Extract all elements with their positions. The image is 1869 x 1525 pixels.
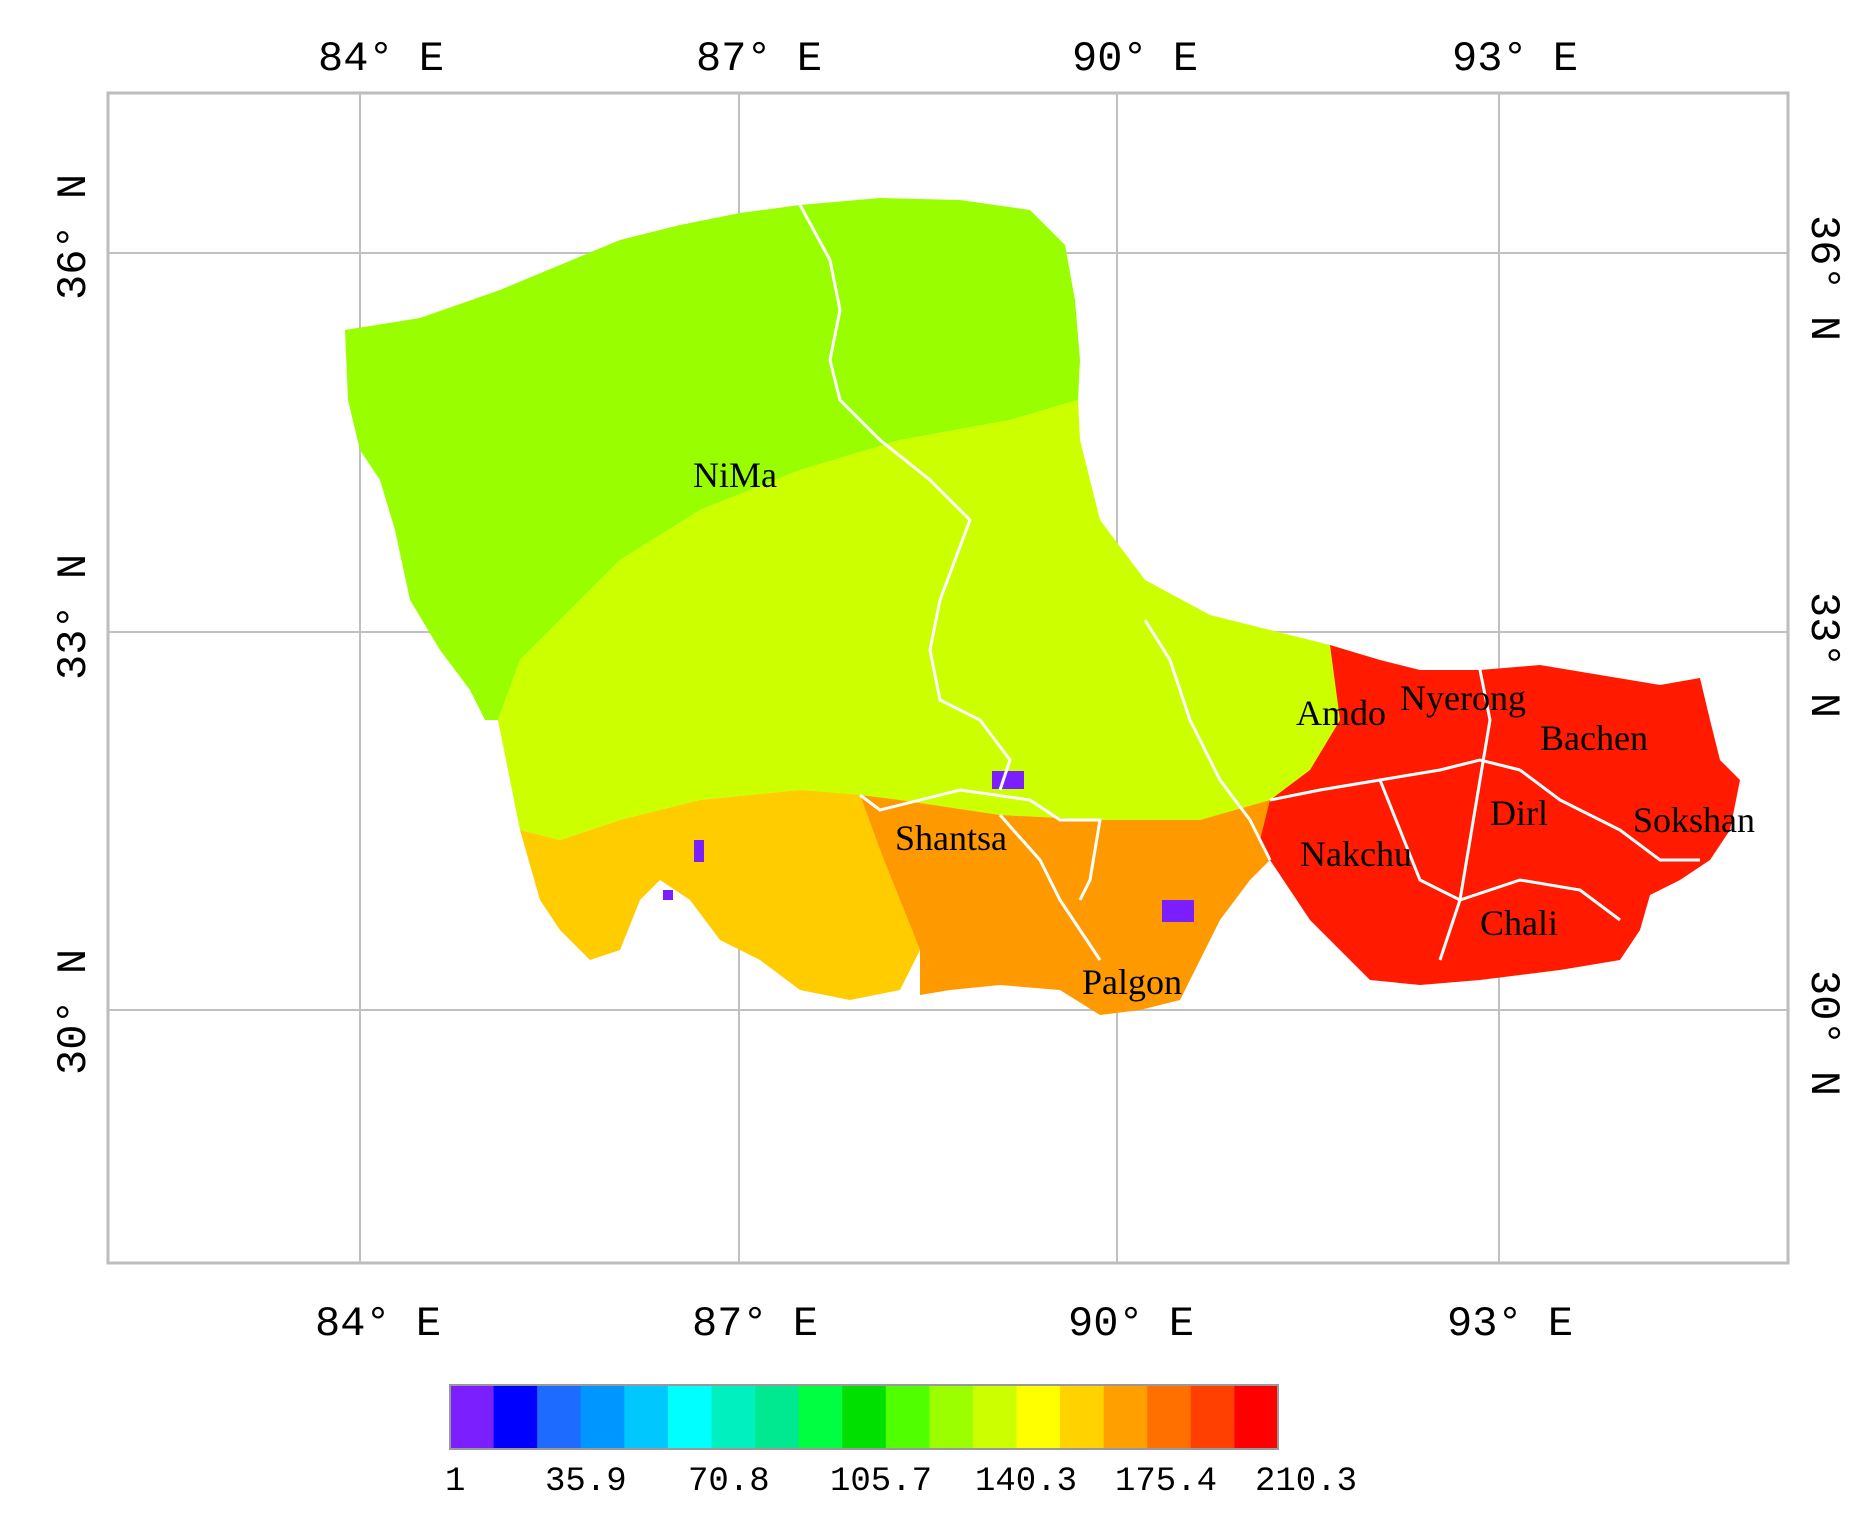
legend-tick-1: 35.9	[545, 1463, 627, 1501]
bottom-lon-90: 90° E	[1068, 1300, 1194, 1348]
legend-tick-2: 70.8	[688, 1463, 770, 1501]
right-lat-30: 30° N	[1799, 970, 1847, 1096]
place-nyerong: Nyerong	[1400, 678, 1526, 718]
legend-tick-6: 210.3	[1255, 1463, 1357, 1501]
legend-swatch	[1234, 1385, 1279, 1449]
bottom-lon-93: 93° E	[1447, 1300, 1573, 1348]
outlier-3	[663, 890, 673, 900]
bottom-lon-84: 84° E	[315, 1300, 441, 1348]
place-bachen: Bachen	[1540, 718, 1648, 758]
legend-swatch	[842, 1385, 887, 1449]
legend-swatch	[1147, 1385, 1192, 1449]
boundary-shantsa	[859, 788, 1102, 901]
legend-swatch	[624, 1385, 669, 1449]
legend-swatch	[493, 1385, 538, 1449]
place-dirl: Dirl	[1490, 793, 1548, 833]
legend-swatch	[798, 1385, 843, 1449]
legend-swatch	[755, 1385, 800, 1449]
left-lat-labels: 36° N 33° N 30° N	[50, 174, 98, 1075]
boundary-east-3	[1519, 768, 1700, 862]
right-lat-36: 36° N	[1799, 215, 1847, 341]
top-lon-93: 93° E	[1452, 35, 1578, 83]
place-sokshan: Sokshan	[1633, 800, 1755, 840]
left-lat-36: 36° N	[50, 174, 98, 300]
legend-swatch	[1190, 1385, 1236, 1449]
boundary-east-2	[1438, 669, 1492, 961]
top-lon-84: 84° E	[318, 35, 444, 83]
legend-swatch	[711, 1385, 756, 1449]
legend-swatch	[972, 1385, 1018, 1449]
boundary-amdo	[1143, 619, 1272, 861]
place-chali: Chali	[1480, 903, 1558, 943]
legend-swatch	[1016, 1385, 1061, 1449]
legend-tick-5: 175.4	[1115, 1463, 1217, 1501]
top-lon-90: 90° E	[1072, 35, 1198, 83]
legend-swatch	[929, 1385, 974, 1449]
legend-tick-labels: 1 35.9 70.8 105.7 140.3 175.4 210.3	[445, 1463, 1357, 1501]
place-nima: NiMa	[693, 455, 777, 495]
top-lon-87: 87° E	[696, 35, 822, 83]
right-lat-33: 33° N	[1799, 592, 1847, 718]
top-lon-labels: 84° E 87° E 90° E 93° E	[318, 35, 1578, 83]
outlier-4	[1162, 900, 1194, 922]
legend-tick-0: 1	[445, 1463, 465, 1501]
bottom-lon-87: 87° E	[692, 1300, 818, 1348]
legend-tick-4: 140.3	[975, 1463, 1077, 1501]
region-central	[498, 400, 1360, 840]
place-shantsa: Shantsa	[895, 818, 1007, 858]
place-nakchu: Nakchu	[1300, 834, 1412, 874]
legend-swatch	[667, 1385, 713, 1449]
place-palgon: Palgon	[1082, 962, 1182, 1002]
place-labels: NiMa Shantsa Amdo Nyerong Bachen Dirl So…	[693, 455, 1755, 1002]
legend-color-bar	[450, 1385, 1279, 1449]
legend-swatch	[1103, 1385, 1148, 1449]
legend-swatch	[580, 1385, 625, 1449]
legend-tick-3: 105.7	[830, 1463, 932, 1501]
legend-swatch	[1060, 1385, 1105, 1449]
legend-swatch	[885, 1385, 930, 1449]
region-raster	[345, 198, 1740, 1015]
left-lat-33: 33° N	[50, 554, 98, 680]
region-south	[860, 795, 1300, 1015]
region-north	[345, 198, 1080, 720]
boundary-palgon	[998, 814, 1102, 961]
left-lat-30: 30° N	[50, 949, 98, 1075]
region-southwest	[520, 790, 920, 1000]
color-legend: 1 35.9 70.8 105.7 140.3 175.4 210.3	[445, 1384, 1357, 1501]
legend-swatch	[537, 1385, 582, 1449]
place-amdo: Amdo	[1296, 693, 1386, 733]
outlier-1	[992, 771, 1024, 789]
region-east	[1260, 645, 1740, 985]
legend-swatch	[450, 1385, 495, 1449]
legend-frame	[449, 1384, 1279, 1450]
outlier-2	[694, 840, 704, 862]
boundary-east-1	[1269, 758, 1521, 802]
county-boundaries	[798, 204, 1700, 961]
bottom-lon-labels: 84° E 87° E 90° E 93° E	[315, 1300, 1573, 1348]
boundary-west-central	[798, 204, 1012, 791]
boundary-east-4	[1378, 779, 1621, 922]
right-lat-labels: 36° N 33° N 30° N	[1799, 215, 1847, 1096]
